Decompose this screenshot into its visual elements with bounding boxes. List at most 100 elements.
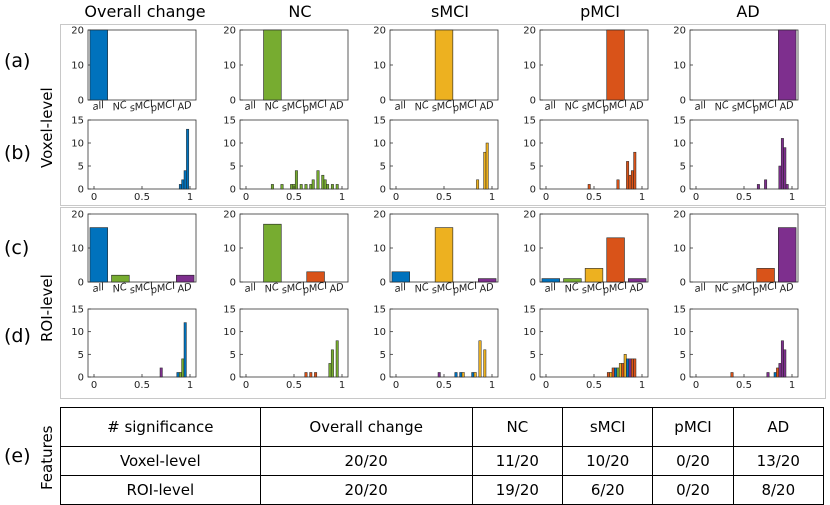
table-header-cell: AD <box>732 407 825 447</box>
x-tick-label: 1 <box>339 192 345 203</box>
category-tick-label: pMCI <box>751 281 779 297</box>
hist-bar-pMCI <box>304 372 308 378</box>
category-tick-label: sMCI <box>581 99 607 115</box>
hist-bar-pMCI <box>587 184 591 190</box>
x-tick-label: 0 <box>393 380 399 391</box>
table-cell: 20/20 <box>259 475 473 505</box>
y-tick-label: 0 <box>380 373 386 384</box>
y-tick-label: 0 <box>78 96 84 107</box>
table-cell: 10/20 <box>562 446 654 476</box>
category-tick-label: all <box>393 100 407 113</box>
y-tick-label: 15 <box>673 116 686 127</box>
x-tick-label: 0 <box>543 192 549 203</box>
category-tick-label: all <box>543 282 557 295</box>
bar-pMCI <box>606 29 625 101</box>
x-tick-label: 1 <box>339 380 345 391</box>
y-tick-label: 0 <box>78 373 84 384</box>
y-tick-label: 10 <box>223 61 236 72</box>
hist-bar-NC <box>304 184 308 190</box>
axes-box <box>539 29 649 101</box>
y-tick-label: 5 <box>380 350 386 361</box>
hist-bar-pMCI <box>626 161 630 190</box>
row-label-d: (d) <box>4 325 31 347</box>
category-tick-label: AD <box>477 282 495 296</box>
category-tick-label: pMCI <box>601 281 629 297</box>
hist-bar-sMCI <box>476 179 480 190</box>
category-tick-label: AD <box>777 282 795 296</box>
y-tick-label: 20 <box>71 26 84 37</box>
category-tick-label: AD <box>175 282 193 296</box>
hist-bar-all <box>183 170 187 190</box>
col-title-ad: AD <box>736 2 760 21</box>
category-tick-label: NC <box>564 282 580 296</box>
x-tick-label: 1 <box>187 380 193 391</box>
hist-bar-NC <box>335 340 339 378</box>
y-tick-label: 5 <box>230 350 236 361</box>
x-tick-label: 0.5 <box>736 380 752 391</box>
y-tick-label: 15 <box>71 116 84 127</box>
category-tick-label: NC <box>112 100 128 114</box>
category-tick-label: sMCI <box>431 99 457 115</box>
y-tick-label: 0 <box>78 185 84 196</box>
hist-bar-pMCI <box>630 358 634 378</box>
hist-bar-NC <box>328 363 332 378</box>
axes-box <box>239 213 349 283</box>
y-tick-label: 10 <box>523 327 536 338</box>
category-tick-label: sMCI <box>281 281 307 297</box>
hist-bar-AD <box>780 138 784 190</box>
hist-bar-NC <box>335 184 339 190</box>
x-tick-label: 1 <box>789 192 795 203</box>
y-tick-label: 5 <box>680 350 686 361</box>
bar-all <box>391 271 410 283</box>
category-tick-label: NC <box>714 100 730 114</box>
y-tick-label: 5 <box>78 350 84 361</box>
hist-bar-all <box>176 372 180 378</box>
roi-frame <box>60 207 826 399</box>
x-tick-label: 0.5 <box>436 380 452 391</box>
x-tick-label: 0.5 <box>286 380 302 391</box>
category-tick-label: all <box>693 282 707 295</box>
y-tick-label: 10 <box>673 327 686 338</box>
y-tick-label: 0 <box>230 278 236 289</box>
y-tick-label: 10 <box>673 139 686 150</box>
hist-bar-NC <box>311 179 315 190</box>
table-cell: 6/20 <box>562 475 654 505</box>
y-tick-label: 0 <box>230 185 236 196</box>
x-tick-label: 0 <box>243 380 249 391</box>
table-cell: 20/20 <box>259 446 473 476</box>
axes-box <box>689 119 799 190</box>
x-tick-label: 0 <box>543 380 549 391</box>
axes-box <box>389 119 499 190</box>
table-header-cell: pMCI <box>652 407 734 447</box>
row-label-e: (e) <box>4 445 31 467</box>
y-tick-label: 10 <box>223 139 236 150</box>
category-tick-label: sMCI <box>731 99 757 115</box>
hist-bar-AD <box>437 372 441 378</box>
category-tick-label: NC <box>264 282 280 296</box>
category-tick-label: sMCI <box>281 99 307 115</box>
hist-bar-AD <box>628 358 632 378</box>
table-header-cell: NC <box>471 407 564 447</box>
y-tick-label: 5 <box>230 162 236 173</box>
side-label-voxel: Voxel-level <box>38 87 56 168</box>
hist-bar-sMCI <box>609 372 613 378</box>
hist-bar-NC <box>321 174 325 190</box>
bar-NC <box>263 29 282 101</box>
bar-sMCI <box>434 227 454 283</box>
y-tick-label: 15 <box>223 305 236 316</box>
x-tick-label: 0 <box>243 192 249 203</box>
hist-bar-pMCI <box>606 372 610 378</box>
category-tick-label: sMCI <box>129 281 155 297</box>
col-title-pmci: pMCI <box>580 2 620 21</box>
table-cell: ROI-level <box>60 475 261 505</box>
y-tick-label: 20 <box>223 210 236 221</box>
bar-AD <box>778 227 797 283</box>
category-tick-label: all <box>243 282 257 295</box>
category-tick-label: sMCI <box>581 281 607 297</box>
y-tick-label: 0 <box>230 96 236 107</box>
bar-NC <box>111 274 130 283</box>
bar-NC <box>263 223 282 283</box>
x-tick-label: 0 <box>91 192 97 203</box>
